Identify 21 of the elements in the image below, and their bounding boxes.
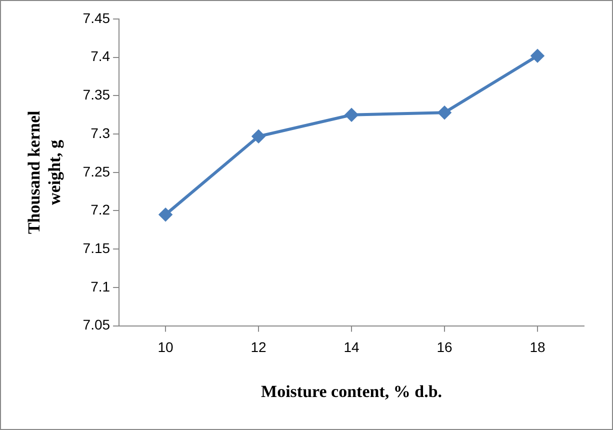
y-tick-label: 7.05 [82,316,110,333]
y-tick-label: 7.45 [82,10,110,26]
x-tick-label: 10 [158,339,174,356]
y-axis-title: Thousand kernel weight, g [24,110,64,234]
point [252,130,266,143]
point [531,49,544,62]
y-tick-label: 7.3 [90,124,110,141]
point [345,108,358,122]
y-tick-label: 7.2 [90,202,110,218]
point [159,208,172,222]
x-axis-title: Moisture content, % d.b. [261,382,442,402]
y-tick-label: 7.25 [82,163,110,180]
x-tick-label: 12 [250,339,267,356]
x-tick-label: 14 [344,339,360,356]
point [438,106,452,120]
y-tick-label: 7.35 [82,86,110,103]
x-tick-label: 18 [530,339,546,356]
y-tick-label: 7.1 [90,278,110,294]
y-tick-label: 7.4 [90,48,110,64]
y-tick-label: 7.15 [82,240,110,256]
x-tick-label: 16 [436,339,453,356]
